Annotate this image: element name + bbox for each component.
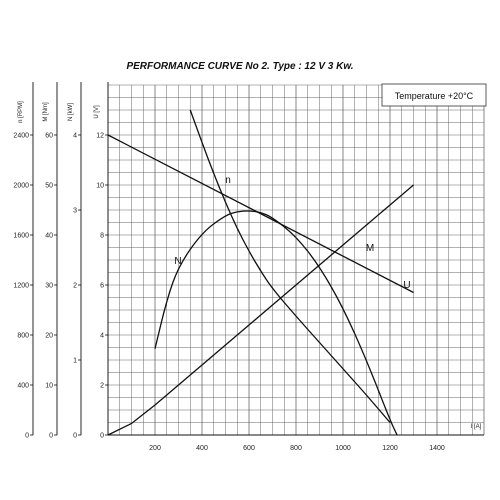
series-n-line — [189, 109, 391, 423]
temperature-annotation: Temperature +20°C — [395, 91, 474, 101]
y-tick-label-N: 2 — [73, 283, 77, 290]
chart-title: PERFORMANCE CURVE No 2. Type : 12 V 3 Kw… — [126, 61, 353, 72]
x-tick-label: 600 — [243, 445, 255, 452]
y-tick-label-n: 1200 — [13, 283, 29, 290]
y-tick-label-U: 6 — [100, 283, 104, 290]
y-tick-label-N: 4 — [73, 133, 77, 140]
y-tick-label-n: 2000 — [13, 183, 29, 190]
y-tick-label-N: 0 — [73, 433, 77, 440]
y-tick-label-n: 0 — [25, 433, 29, 440]
x-tick-label: 1000 — [335, 445, 351, 452]
x-tick-label: 1400 — [429, 445, 445, 452]
y-tick-label-M: 10 — [45, 383, 53, 390]
x-tick-label: 1200 — [382, 445, 398, 452]
y-axis-label-n: n [RPM] — [18, 101, 24, 123]
y-tick-label-U: 0 — [100, 433, 104, 440]
grid — [107, 84, 485, 436]
y-axis-label-M: M [Nm] — [43, 102, 49, 122]
series-N-line — [154, 210, 398, 436]
y-tick-label-N: 1 — [73, 358, 77, 365]
y-tick-label-U: 10 — [96, 183, 104, 190]
y-axis-label-U: U [V] — [94, 105, 100, 119]
series-label-N: N — [174, 256, 181, 267]
x-tick-label: 400 — [196, 445, 208, 452]
series-label-U: U — [403, 280, 410, 291]
series-label-M: M — [366, 243, 374, 254]
y-tick-label-n: 1600 — [13, 233, 29, 240]
y-tick-label-N: 3 — [73, 208, 77, 215]
x-tick-label: 800 — [290, 445, 302, 452]
y-tick-label-n: 800 — [17, 333, 29, 340]
y-tick-label-M: 40 — [45, 233, 53, 240]
y-tick-label-M: 30 — [45, 283, 53, 290]
y-tick-label-M: 50 — [45, 183, 53, 190]
x-axis-label: I [A] — [471, 424, 482, 430]
y-tick-label-U: 12 — [96, 133, 104, 140]
y-tick-label-M: 0 — [49, 433, 53, 440]
y-tick-label-M: 20 — [45, 333, 53, 340]
y-tick-label-U: 8 — [100, 233, 104, 240]
y-tick-label-U: 4 — [100, 333, 104, 340]
y-tick-label-U: 2 — [100, 383, 104, 390]
y-tick-label-M: 60 — [45, 133, 53, 140]
y-axis-label-N: N [kW] — [68, 103, 74, 121]
series-label-n: n — [225, 175, 231, 186]
series-M-line — [107, 184, 414, 436]
y-tick-label-n: 2400 — [13, 133, 29, 140]
x-tick-label: 200 — [149, 445, 161, 452]
series-U-line — [107, 134, 414, 294]
annotation-box — [381, 83, 487, 107]
curves — [107, 109, 414, 436]
y-tick-label-n: 400 — [17, 383, 29, 390]
axes — [30, 82, 484, 436]
